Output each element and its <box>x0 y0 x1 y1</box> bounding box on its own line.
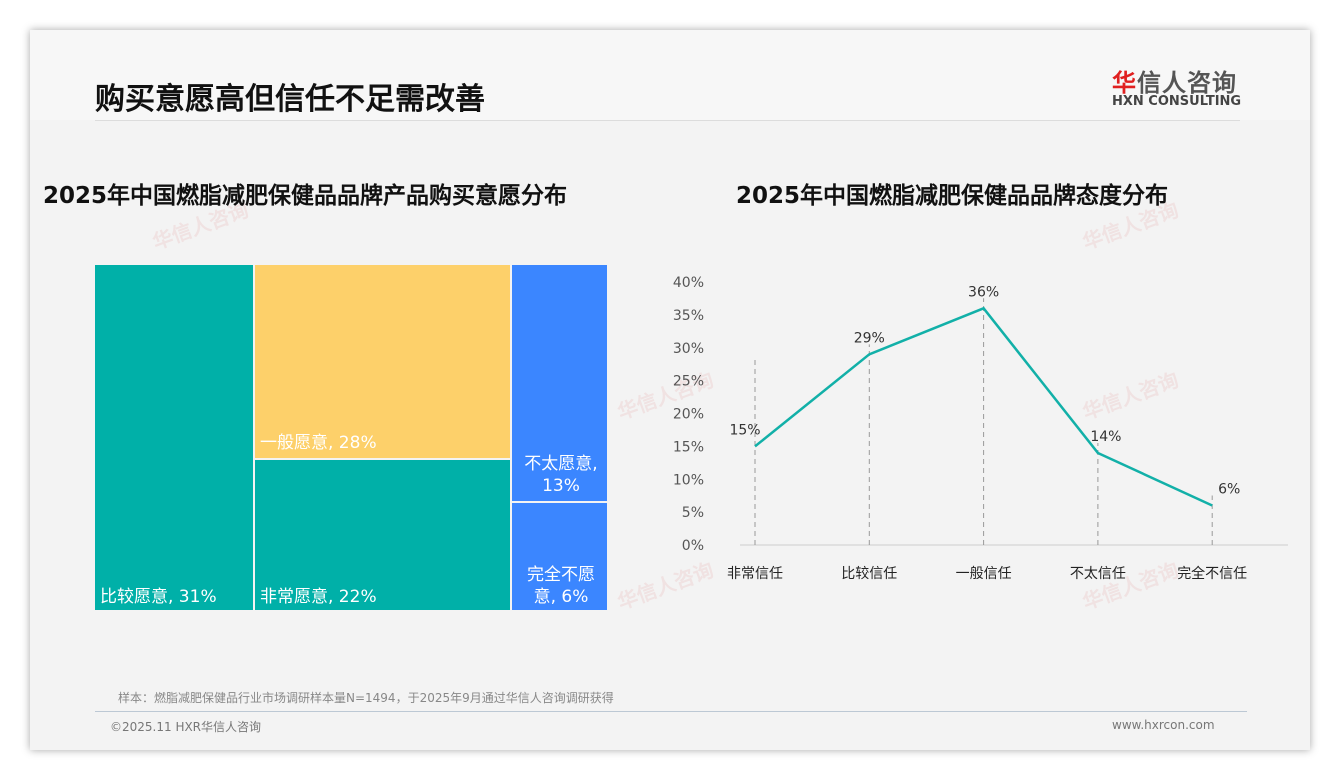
y-tick-label: 25% <box>673 374 704 390</box>
line-chart-title: 2025年中国燃脂减肥保健品品牌态度分布 <box>736 183 1169 209</box>
treemap-cell-yiban: 一般愿意, 28% <box>255 265 510 458</box>
sample-note: 样本：燃脂减肥保健品行业市场调研样本量N=1494，于2025年9月通过华信人咨… <box>118 691 614 705</box>
x-tick-label: 比较信任 <box>841 566 897 582</box>
treemap-cell-butai: 不太愿意, 13% <box>512 265 607 501</box>
treemap-cell-bijiao: 比较愿意, 31% <box>95 265 253 610</box>
logo-text: 信人咨询 <box>1137 69 1237 97</box>
x-tick-label: 一般信任 <box>956 566 1012 582</box>
page-title: 购买意愿高但信任不足需改善 <box>95 82 485 117</box>
data-label: 29% <box>854 330 885 346</box>
x-tick-label: 不太信任 <box>1070 566 1126 582</box>
website-link[interactable]: www.hxrcon.com <box>1112 718 1215 732</box>
data-label: 36% <box>968 284 999 300</box>
y-tick-label: 10% <box>673 472 704 488</box>
y-tick-label: 20% <box>673 407 704 423</box>
cell-label: 完全不愿意, 6% <box>527 565 595 607</box>
data-label: 6% <box>1218 482 1240 498</box>
series-line <box>754 306 1213 507</box>
data-label: 14% <box>1090 429 1121 445</box>
header <box>30 30 1310 120</box>
x-tick-label: 完全不信任 <box>1177 565 1247 582</box>
y-tick-label: 5% <box>682 505 704 521</box>
cell-label: 比较愿意, 31% <box>100 587 217 607</box>
y-tick-label: 40% <box>673 275 704 291</box>
divider <box>95 120 1240 121</box>
treemap-cell-feichang: 非常愿意, 22% <box>255 460 510 610</box>
data-label: 15% <box>729 422 760 438</box>
cell-label: 不太愿意, 13% <box>524 454 598 496</box>
logo-mark: 华 <box>1112 69 1137 97</box>
line-chart: 0% 5% 10% 15% 20% 25% 30% 35% 40% 非常信任 比较信任 一般信任 不太信… <box>673 275 1288 582</box>
copyright: ©2025.11 HXR华信人咨询 <box>110 720 262 734</box>
x-tick-label: 非常信任 <box>727 566 783 582</box>
logo-subtitle: HXN CONSULTING <box>1112 94 1242 109</box>
cell-label: 非常愿意, 22% <box>260 587 377 607</box>
y-tick-label: 35% <box>673 308 704 324</box>
y-tick-label: 0% <box>682 538 704 554</box>
treemap-title: 2025年中国燃脂减肥保健品品牌产品购买意愿分布 <box>43 183 568 209</box>
slide: 购买意愿高但信任不足需改善 华信人咨询 HXN CONSULTING 华信人咨询… <box>30 30 1310 750</box>
y-tick-label: 15% <box>673 439 704 455</box>
treemap-cell-wanquan: 完全不愿意, 6% <box>512 503 607 610</box>
cell-label: 一般愿意, 28% <box>260 433 377 453</box>
logo: 华信人咨询 <box>1112 63 1237 98</box>
y-tick-label: 30% <box>673 341 704 357</box>
footer-divider <box>95 711 1247 712</box>
